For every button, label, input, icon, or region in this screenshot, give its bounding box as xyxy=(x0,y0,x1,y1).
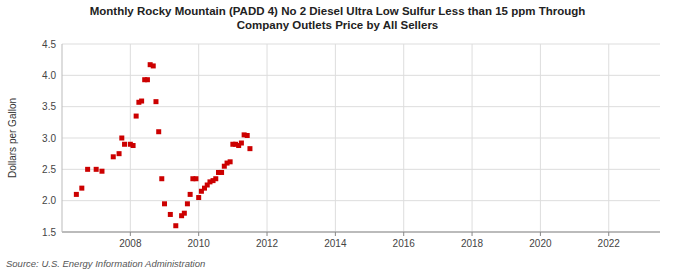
point xyxy=(94,167,99,172)
y-tick-label: 2.0 xyxy=(42,195,56,206)
x-tick xyxy=(267,232,268,236)
point xyxy=(117,151,122,156)
title-line: Monthly Rocky Mountain (PADD 4) No 2 Die… xyxy=(90,5,586,17)
x-tick-label: 2020 xyxy=(529,238,552,249)
y-grid-line xyxy=(62,169,660,170)
x-tick xyxy=(335,232,336,236)
y-tick-label: 4.0 xyxy=(42,70,56,81)
points xyxy=(74,62,253,228)
x-tick-label: 2012 xyxy=(256,238,279,249)
point xyxy=(159,176,164,181)
point xyxy=(99,169,104,174)
x-tick-label: 2014 xyxy=(324,238,347,249)
point xyxy=(245,133,250,138)
x-grid-line xyxy=(403,44,404,232)
point xyxy=(168,212,173,217)
point xyxy=(185,201,190,206)
chart: Monthly Rocky Mountain (PADD 4) No 2 Die… xyxy=(0,0,675,275)
x-tick-label: 2022 xyxy=(598,238,621,249)
x-tick xyxy=(472,232,473,236)
y-grid-line xyxy=(62,232,660,233)
point xyxy=(119,136,124,141)
point xyxy=(153,99,158,104)
point xyxy=(85,167,90,172)
x-grid-line xyxy=(540,44,541,232)
point xyxy=(182,211,187,216)
x-tick xyxy=(608,232,609,236)
point xyxy=(111,154,116,159)
point xyxy=(122,142,127,147)
x-axis-line xyxy=(62,232,660,233)
point xyxy=(173,223,178,228)
x-tick-label: 2008 xyxy=(119,238,142,249)
y-axis-label: Dollars per Gallon xyxy=(7,98,18,178)
x-grid-line xyxy=(608,44,609,232)
x-grid-line xyxy=(472,44,473,232)
x-tick-label: 2016 xyxy=(393,238,416,249)
x-tick-label: 2010 xyxy=(188,238,211,249)
y-tick-label: 4.5 xyxy=(42,39,56,50)
x-tick xyxy=(403,232,404,236)
x-grid-line xyxy=(267,44,268,232)
y-tick-label: 2.5 xyxy=(42,164,56,175)
y-tick-label: 1.5 xyxy=(42,227,56,238)
point xyxy=(134,114,139,119)
point xyxy=(188,192,193,197)
x-tick xyxy=(130,232,131,236)
point xyxy=(228,159,233,164)
axes: 1.5 2.0 2.5 3.0 3.5 4.0 4.5 2008 2010 2012 2014 201… xyxy=(42,39,660,250)
x-grid-line xyxy=(335,44,336,232)
y-grid-line xyxy=(62,200,660,201)
point xyxy=(139,99,144,104)
title: Monthly Rocky Mountain (PADD 4) No 2 Die… xyxy=(90,5,586,31)
x-grid-line xyxy=(198,44,199,232)
y-tick-label: 3.5 xyxy=(42,101,56,112)
title-line: Company Outlets Price by All Sellers xyxy=(237,19,439,31)
point xyxy=(162,201,167,206)
x-tick-label: 2018 xyxy=(461,238,484,249)
grid xyxy=(62,44,660,232)
y-axis-line xyxy=(62,44,63,232)
point xyxy=(156,129,161,134)
y-grid-line xyxy=(62,106,660,107)
x-tick xyxy=(540,232,541,236)
point xyxy=(219,170,224,175)
point xyxy=(145,77,150,82)
source-note: Source: U.S. Energy Information Administ… xyxy=(6,258,205,269)
point xyxy=(193,176,198,181)
point xyxy=(213,176,218,181)
x-grid-line xyxy=(130,44,131,232)
point xyxy=(239,141,244,146)
y-grid-line xyxy=(62,138,660,139)
point xyxy=(79,186,84,191)
x-tick xyxy=(198,232,199,236)
point xyxy=(131,143,136,148)
point xyxy=(247,146,252,151)
point xyxy=(74,192,79,197)
y-grid-line xyxy=(62,44,660,45)
point xyxy=(151,63,156,68)
point xyxy=(196,195,201,200)
y-grid-line xyxy=(62,75,660,76)
y-tick-label: 3.0 xyxy=(42,133,56,144)
